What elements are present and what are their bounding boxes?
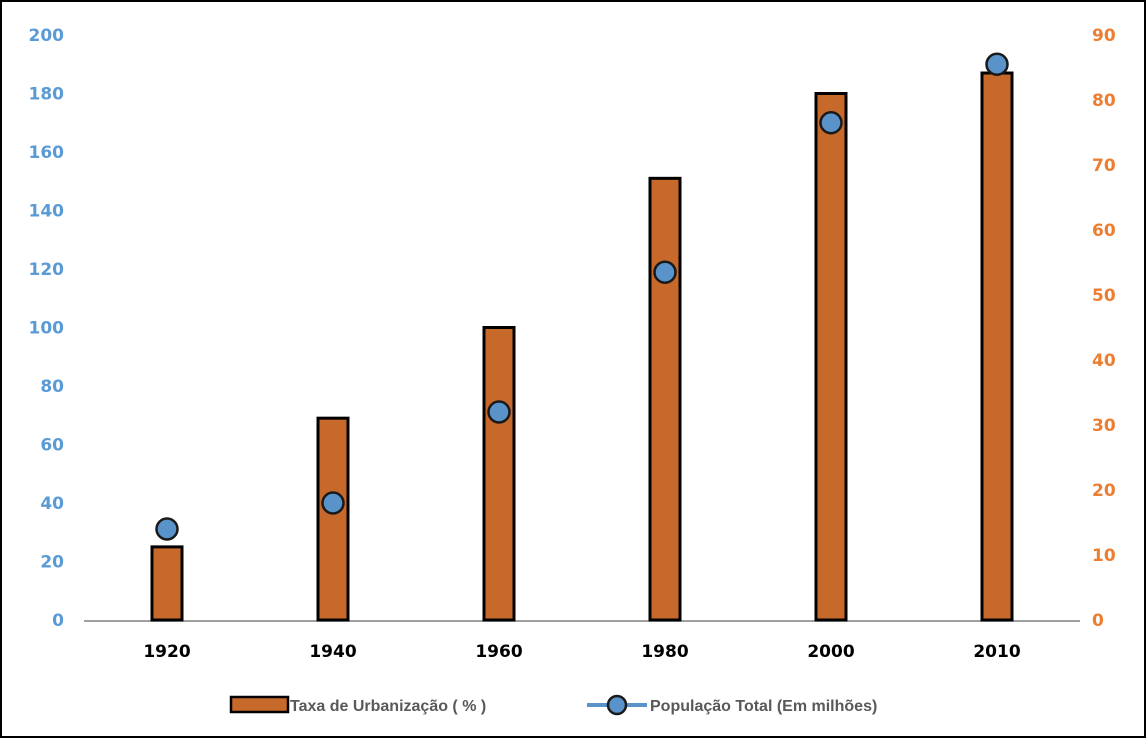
bar [316, 416, 350, 622]
y-right-tick-label: 60 [1092, 221, 1116, 241]
y-left-tick-label: 60 [40, 436, 64, 456]
y-left-tick-label: 0 [52, 611, 64, 631]
y-right-tick-label: 30 [1092, 416, 1116, 436]
y-right-tick-label: 80 [1092, 91, 1116, 111]
y-left-tick-label: 200 [29, 26, 65, 46]
y-left-tick-label: 20 [40, 553, 64, 573]
data-point-marker [653, 260, 677, 284]
marker-series [155, 52, 1009, 541]
y-right-tick-label: 20 [1092, 481, 1116, 501]
bar [814, 92, 848, 622]
x-tick-label: 1940 [309, 642, 356, 662]
x-tick-label: 2000 [807, 642, 854, 662]
y-right-tick-label: 10 [1092, 546, 1116, 566]
y-right-tick-labels: 0 10 20 30 40 50 60 70 80 90 [1092, 26, 1116, 631]
x-tick-label: 1920 [143, 642, 190, 662]
y-right-tick-label: 0 [1092, 611, 1104, 631]
y-left-tick-label: 140 [29, 202, 65, 222]
x-tick-labels: 1920 1940 1960 1980 2000 2010 [143, 642, 1020, 662]
data-point-marker [985, 52, 1009, 76]
data-point-marker [819, 111, 843, 135]
data-point-marker [487, 400, 511, 424]
data-point-marker [321, 491, 345, 515]
bar-series [150, 71, 1014, 622]
x-tick-label: 2010 [973, 642, 1020, 662]
y-right-tick-label: 90 [1092, 26, 1116, 46]
bar [150, 545, 184, 622]
y-right-tick-label: 40 [1092, 351, 1116, 371]
x-tick-label: 1980 [641, 642, 688, 662]
legend: Taxa de Urbanização ( % ) População Tota… [229, 694, 877, 716]
x-tick-label: 1960 [475, 642, 522, 662]
y-left-tick-label: 180 [29, 85, 65, 105]
bar [482, 326, 516, 622]
y-left-tick-label: 40 [40, 494, 64, 514]
y-right-tick-label: 70 [1092, 156, 1116, 176]
bar [648, 176, 682, 622]
legend-bar-swatch [229, 695, 290, 714]
legend-marker-swatch [606, 694, 628, 716]
y-right-tick-label: 50 [1092, 286, 1116, 306]
legend-line-label: População Total (Em milhões) [650, 698, 877, 715]
data-point-marker [155, 517, 179, 541]
bar [980, 71, 1014, 622]
y-left-tick-label: 80 [40, 377, 64, 397]
legend-bar-label: Taxa de Urbanização ( % ) [290, 698, 486, 715]
y-left-tick-label: 160 [29, 143, 65, 163]
y-left-tick-label: 120 [29, 260, 65, 280]
y-left-tick-label: 100 [29, 319, 65, 339]
y-left-tick-labels: 0 20 40 60 80 100 120 140 160 180 200 [29, 26, 65, 631]
